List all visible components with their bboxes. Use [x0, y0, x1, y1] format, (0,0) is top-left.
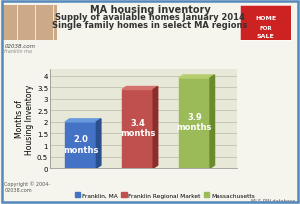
Polygon shape — [210, 75, 214, 168]
Polygon shape — [153, 87, 158, 168]
Polygon shape — [65, 119, 101, 122]
Polygon shape — [122, 87, 158, 90]
Text: MLS-PIN database: MLS-PIN database — [251, 198, 296, 203]
Text: HOME: HOME — [255, 16, 276, 21]
Y-axis label: Months of
Housing Inventory: Months of Housing Inventory — [15, 84, 34, 154]
Text: MA housing inventory: MA housing inventory — [90, 5, 210, 15]
Text: 2.0
months: 2.0 months — [63, 135, 98, 154]
Text: 02038.com: 02038.com — [4, 44, 35, 49]
Text: Copyright © 2004-
02038.com: Copyright © 2004- 02038.com — [4, 180, 51, 192]
Text: Single family homes in select MA regions: Single family homes in select MA regions — [52, 21, 248, 30]
Text: franklin ma: franklin ma — [4, 49, 32, 54]
Bar — [122, 90, 153, 168]
Text: SALE: SALE — [256, 34, 274, 39]
Bar — [179, 79, 210, 168]
Polygon shape — [96, 119, 101, 168]
Text: 3.9
months: 3.9 months — [177, 112, 212, 131]
Text: Supply of available homes January 2014: Supply of available homes January 2014 — [55, 13, 245, 22]
Polygon shape — [179, 75, 214, 79]
Text: 3.4
months: 3.4 months — [120, 118, 155, 137]
Text: FOR: FOR — [259, 26, 272, 31]
Legend: Franklin, MA, Franklin Regional Market, Massachusetts: Franklin, MA, Franklin Regional Market, … — [73, 190, 257, 200]
Bar — [65, 122, 96, 168]
